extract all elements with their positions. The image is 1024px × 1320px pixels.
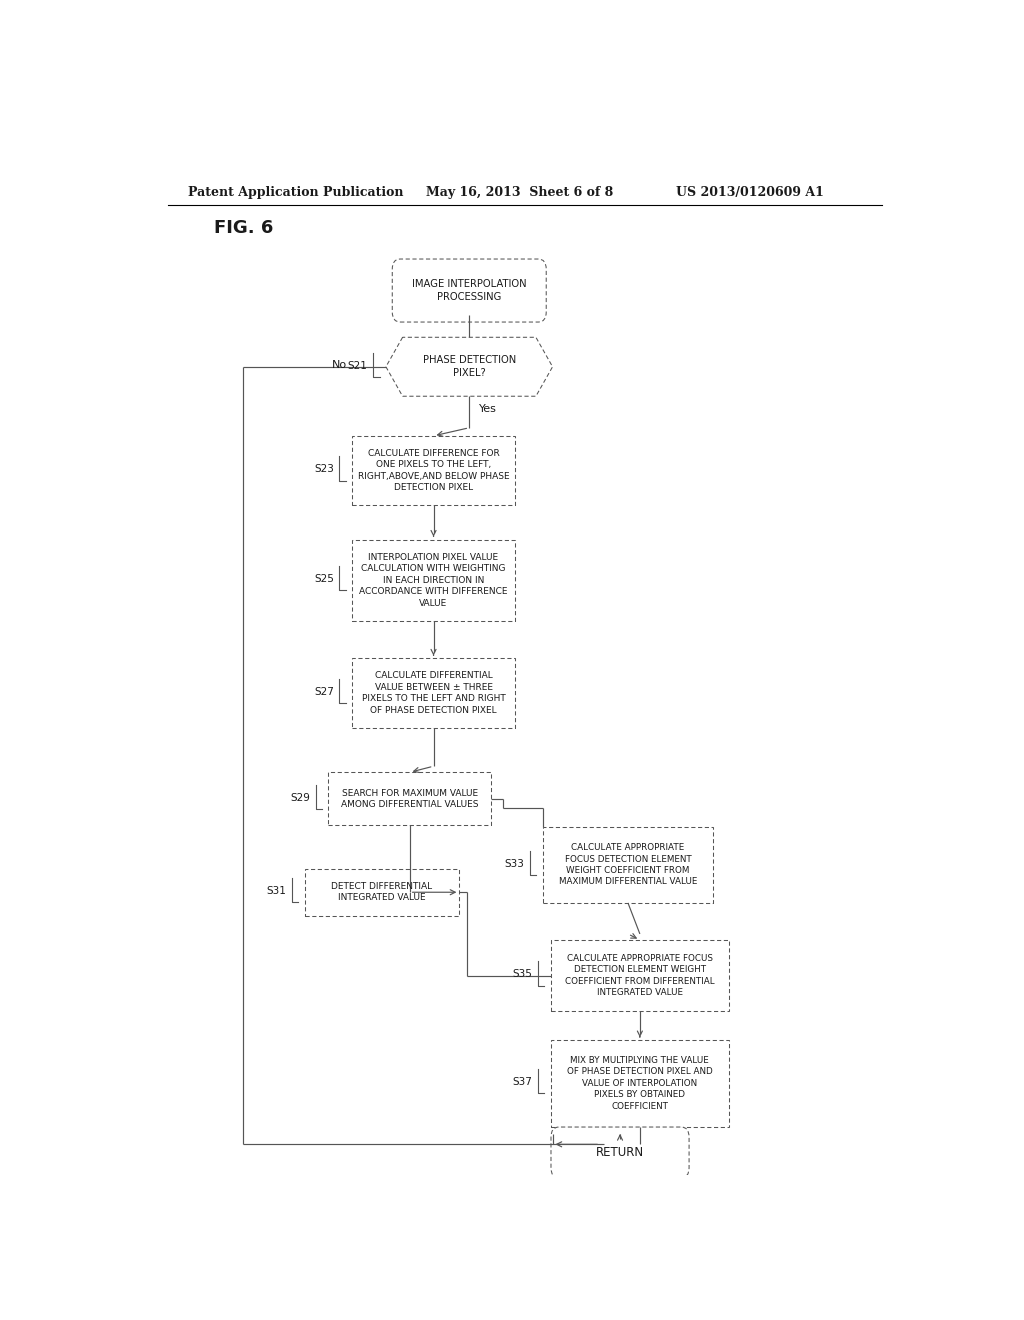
Text: S25: S25 bbox=[314, 574, 334, 585]
FancyBboxPatch shape bbox=[551, 1127, 689, 1177]
Text: S33: S33 bbox=[505, 859, 524, 869]
Text: MIX BY MULTIPLYING THE VALUE
OF PHASE DETECTION PIXEL AND
VALUE OF INTERPOLATION: MIX BY MULTIPLYING THE VALUE OF PHASE DE… bbox=[567, 1056, 713, 1110]
Text: CALCULATE DIFFERENCE FOR
ONE PIXELS TO THE LEFT,
RIGHT,ABOVE,AND BELOW PHASE
DET: CALCULATE DIFFERENCE FOR ONE PIXELS TO T… bbox=[357, 449, 509, 492]
Text: FIG. 6: FIG. 6 bbox=[214, 219, 273, 236]
Text: S35: S35 bbox=[512, 969, 532, 979]
Text: DETECT DIFFERENTIAL
INTEGRATED VALUE: DETECT DIFFERENTIAL INTEGRATED VALUE bbox=[332, 882, 432, 903]
Text: S23: S23 bbox=[314, 465, 334, 474]
Text: RETURN: RETURN bbox=[596, 1146, 644, 1159]
Text: May 16, 2013  Sheet 6 of 8: May 16, 2013 Sheet 6 of 8 bbox=[426, 186, 612, 199]
Text: CALCULATE APPROPRIATE FOCUS
DETECTION ELEMENT WEIGHT
COEFFICIENT FROM DIFFERENTI: CALCULATE APPROPRIATE FOCUS DETECTION EL… bbox=[565, 954, 715, 998]
Bar bbox=[551, 940, 729, 1011]
Text: INTERPOLATION PIXEL VALUE
CALCULATION WITH WEIGHTING
IN EACH DIRECTION IN
ACCORD: INTERPOLATION PIXEL VALUE CALCULATION WI… bbox=[359, 553, 508, 607]
Text: Yes: Yes bbox=[479, 404, 497, 414]
Bar bbox=[352, 436, 515, 506]
Bar bbox=[304, 869, 460, 916]
Text: Patent Application Publication: Patent Application Publication bbox=[187, 186, 403, 199]
Text: CALCULATE DIFFERENTIAL
VALUE BETWEEN ± THREE
PIXELS TO THE LEFT AND RIGHT
OF PHA: CALCULATE DIFFERENTIAL VALUE BETWEEN ± T… bbox=[361, 672, 506, 714]
Text: US 2013/0120609 A1: US 2013/0120609 A1 bbox=[676, 186, 823, 199]
Bar bbox=[352, 659, 515, 727]
FancyBboxPatch shape bbox=[392, 259, 546, 322]
Bar bbox=[329, 772, 492, 825]
Text: S29: S29 bbox=[290, 792, 310, 803]
Bar bbox=[543, 826, 714, 903]
Text: CALCULATE APPROPRIATE
FOCUS DETECTION ELEMENT
WEIGHT COEFFICIENT FROM
MAXIMUM DI: CALCULATE APPROPRIATE FOCUS DETECTION EL… bbox=[559, 843, 697, 887]
Text: S31: S31 bbox=[266, 886, 287, 896]
Text: S21: S21 bbox=[348, 360, 368, 371]
Text: No: No bbox=[333, 360, 347, 370]
Text: PHASE DETECTION
PIXEL?: PHASE DETECTION PIXEL? bbox=[423, 355, 516, 378]
Text: IMAGE INTERPOLATION
PROCESSING: IMAGE INTERPOLATION PROCESSING bbox=[412, 279, 526, 302]
Polygon shape bbox=[386, 338, 553, 396]
Text: SEARCH FOR MAXIMUM VALUE
AMONG DIFFERENTIAL VALUES: SEARCH FOR MAXIMUM VALUE AMONG DIFFERENT… bbox=[341, 788, 478, 809]
Bar bbox=[352, 540, 515, 620]
Bar bbox=[551, 1040, 729, 1126]
Text: S27: S27 bbox=[314, 686, 334, 697]
Text: S37: S37 bbox=[512, 1077, 532, 1088]
